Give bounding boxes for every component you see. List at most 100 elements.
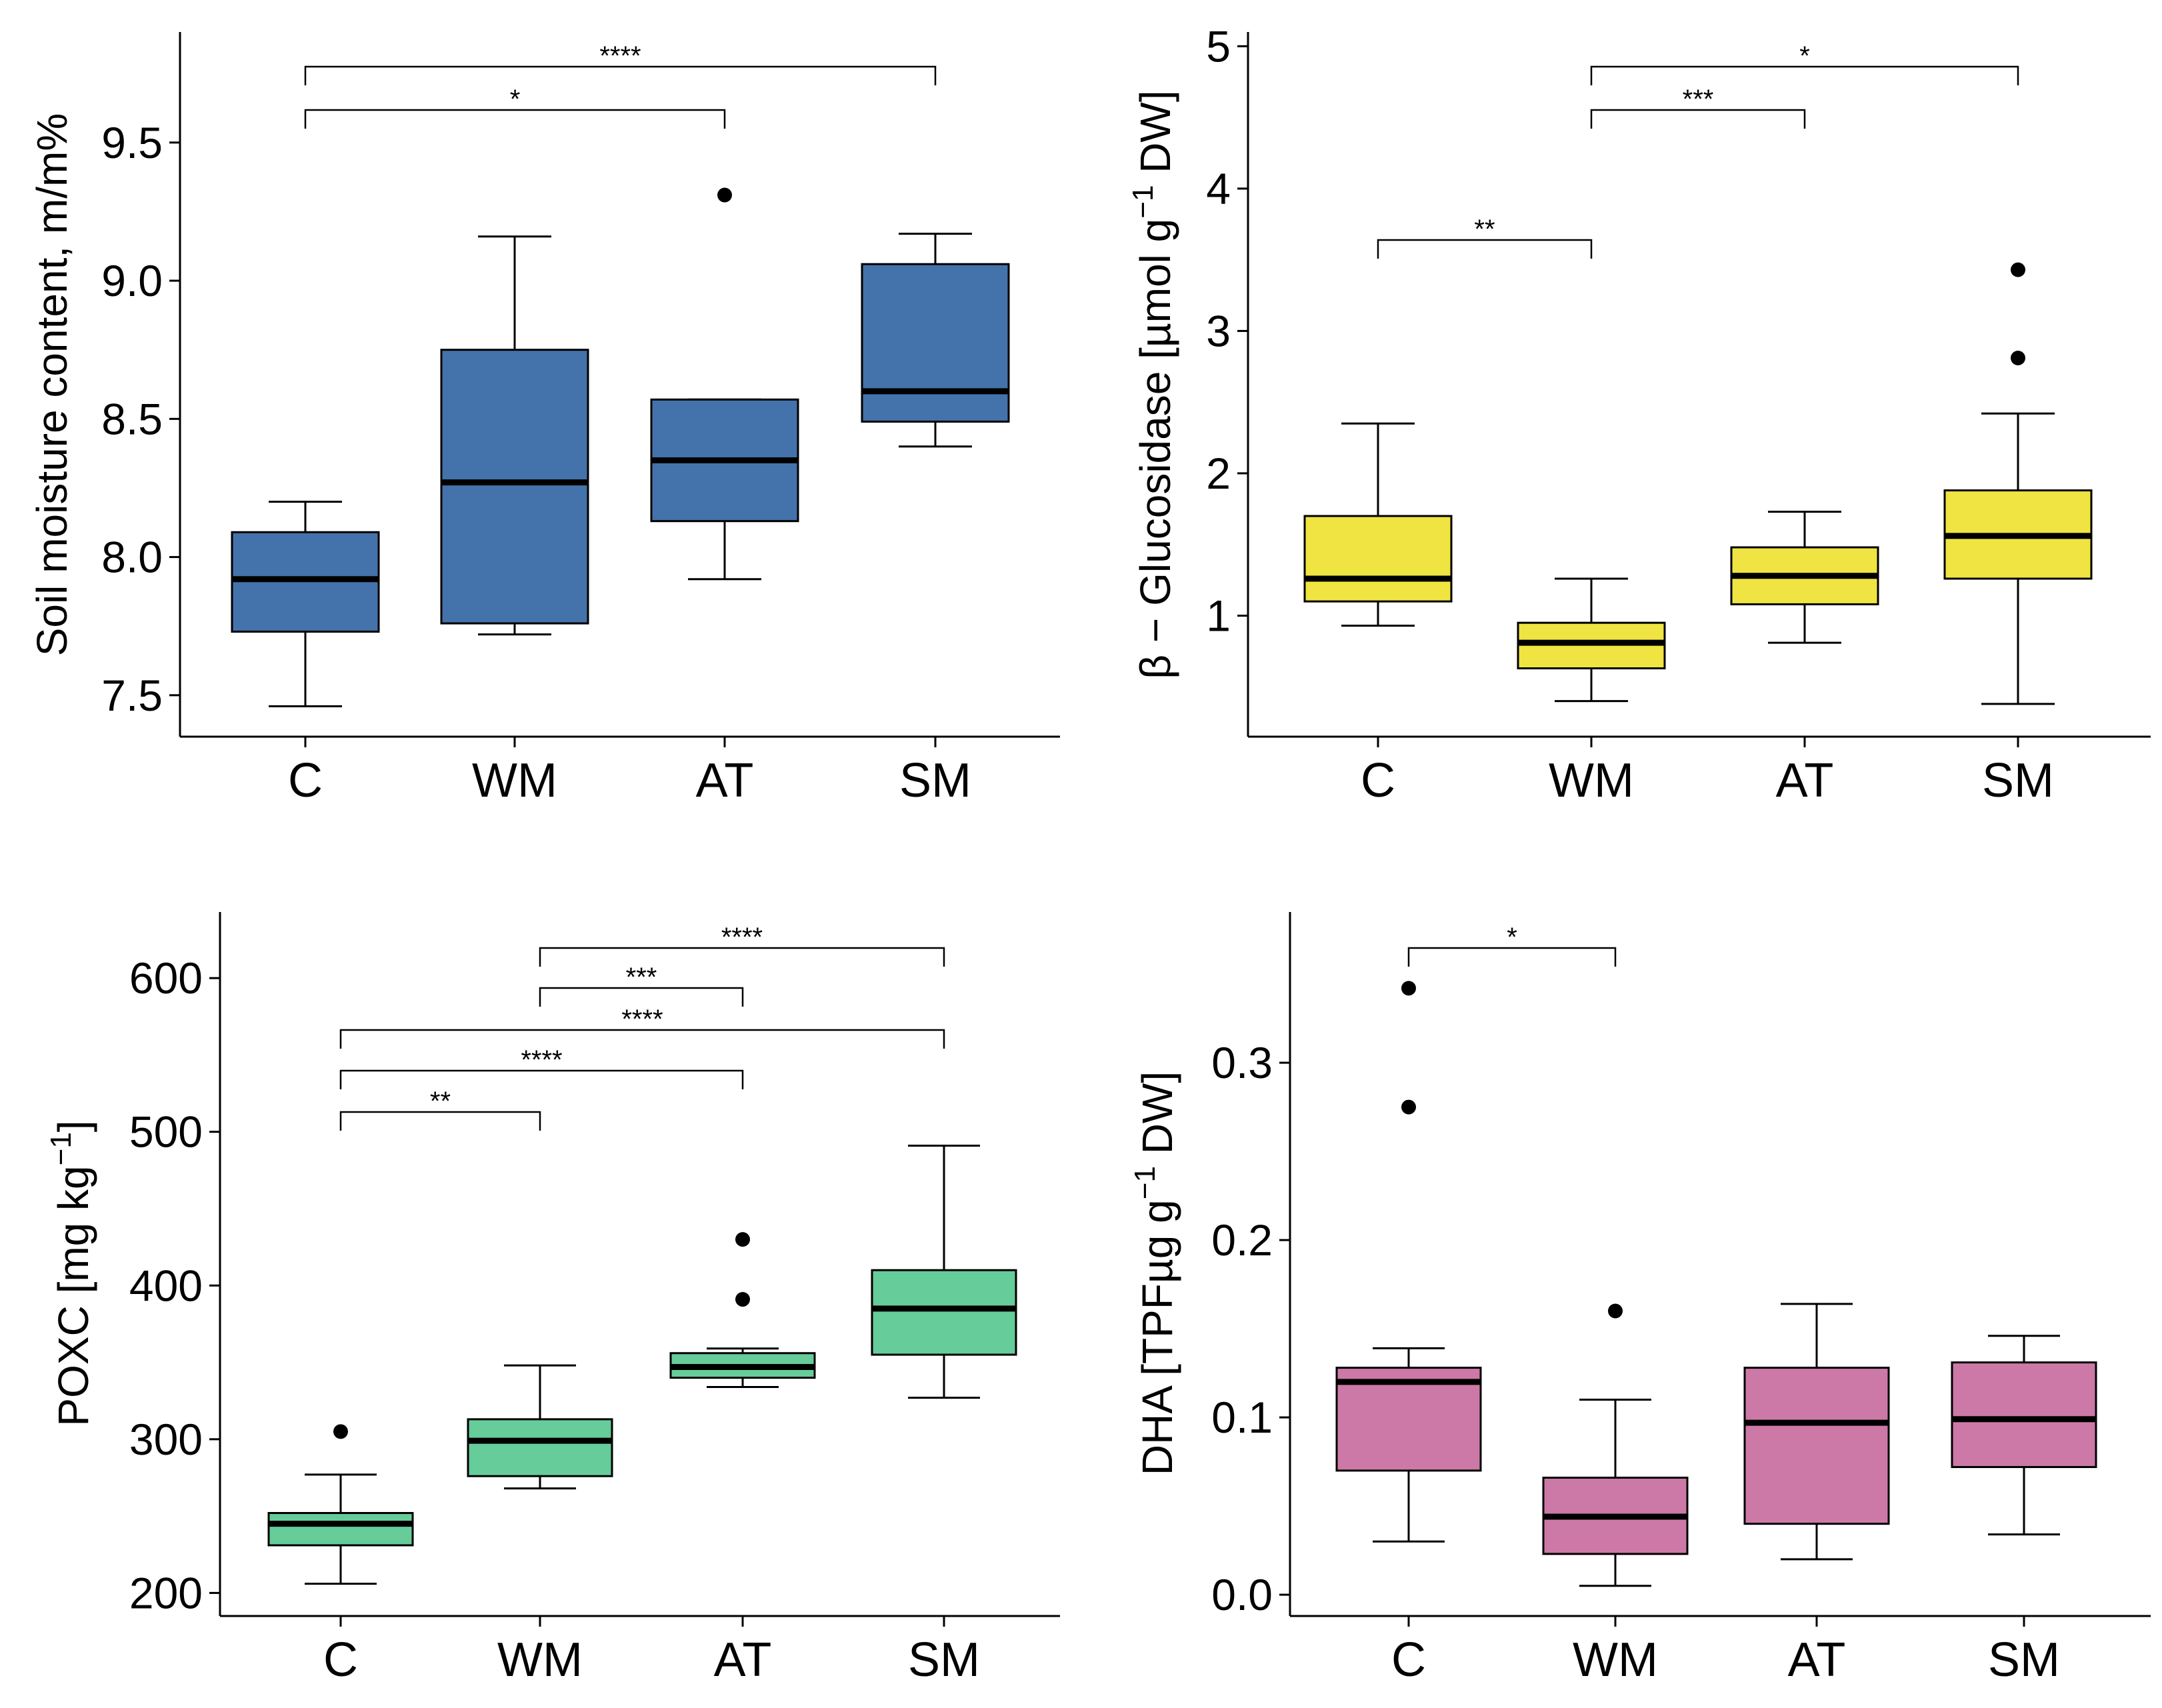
chart-panel-4: 0.0 0.1 0.2 0.3 C WM AT SM DHA [TPFµg g−1 DW] * bbox=[1129, 912, 2151, 1687]
significance-label: * bbox=[510, 85, 521, 114]
x-tick-label: SM bbox=[1982, 754, 2054, 807]
y-axis-label: DHA [TPFµg g−1 DW] bbox=[1129, 1071, 1181, 1475]
bracket-line bbox=[1590, 65, 2019, 85]
outlier-point bbox=[735, 1232, 750, 1247]
outlier-point bbox=[1608, 1303, 1623, 1319]
significance-label: *** bbox=[1683, 85, 1714, 114]
box-iqr bbox=[1303, 515, 1453, 603]
box-iqr bbox=[1743, 1367, 1890, 1525]
significance-bracket: **** bbox=[339, 1005, 945, 1049]
y-tick-label: 9.0 bbox=[101, 256, 163, 305]
x-tick-label: C bbox=[1361, 754, 1395, 807]
bracket-line bbox=[1377, 239, 1593, 259]
x-tick-label: AT bbox=[714, 1633, 772, 1687]
significance-label: **** bbox=[599, 41, 641, 71]
box-SM bbox=[1943, 262, 2093, 705]
bracket-line bbox=[539, 947, 945, 967]
y-tick-label: 3 bbox=[1206, 306, 1231, 355]
box-AT bbox=[650, 187, 799, 581]
y-tick-label: 8.5 bbox=[101, 394, 163, 443]
bracket-line bbox=[1590, 109, 1806, 129]
y-tick-label: 0.1 bbox=[1211, 1393, 1273, 1442]
y-axis-label: Soil moisture content, m/m% bbox=[28, 113, 76, 657]
y-axis-label-unit: ] bbox=[49, 1120, 97, 1132]
y-axis-label-exponent: −1 bbox=[1127, 185, 1159, 219]
significance-bracket: * bbox=[304, 85, 726, 129]
box-SM bbox=[871, 1144, 1017, 1399]
x-tick-label: WM bbox=[497, 1633, 583, 1687]
box-AT bbox=[669, 1232, 816, 1388]
bracket-line bbox=[339, 1029, 945, 1049]
significance-bracket: *** bbox=[539, 963, 744, 1007]
bracket-line bbox=[1407, 947, 1617, 967]
x-tick-label: WM bbox=[472, 754, 557, 807]
box-WM bbox=[467, 1364, 613, 1490]
y-axis-label-main: POXC [mg kg bbox=[49, 1165, 97, 1426]
significance-bracket: *** bbox=[1590, 85, 1806, 129]
box-WM bbox=[1542, 1303, 1689, 1587]
significance-bracket: * bbox=[1407, 923, 1617, 967]
outlier-point bbox=[1401, 1099, 1416, 1115]
y-axis-label-unit: DW] bbox=[1131, 90, 1179, 185]
y-tick-label: 600 bbox=[129, 953, 203, 1003]
significance-label: * bbox=[1507, 923, 1517, 952]
box-C bbox=[267, 1424, 414, 1585]
outlier-point bbox=[2011, 262, 2025, 277]
x-tick-label: SM bbox=[1988, 1633, 2060, 1687]
y-axis-label-main: DHA [TPFµg g bbox=[1133, 1199, 1181, 1475]
y-tick-label: 300 bbox=[129, 1415, 203, 1464]
significance-label: **** bbox=[721, 923, 763, 952]
significance-bracket: ** bbox=[339, 1087, 541, 1131]
box-iqr bbox=[467, 1418, 613, 1477]
box-iqr bbox=[871, 1269, 1017, 1356]
significance-label: *** bbox=[626, 963, 657, 992]
y-axis-label-exponent: −1 bbox=[1129, 1166, 1161, 1199]
y-tick-label: 8.0 bbox=[101, 533, 163, 582]
box-iqr bbox=[861, 263, 1010, 423]
y-tick-label: 0.3 bbox=[1211, 1038, 1273, 1087]
significance-bracket: **** bbox=[539, 923, 945, 967]
significance-label: ** bbox=[430, 1087, 451, 1116]
y-tick-label: 0.2 bbox=[1211, 1215, 1273, 1265]
x-tick-label: C bbox=[288, 754, 323, 807]
x-tick-label: SM bbox=[899, 754, 971, 807]
y-tick-label: 500 bbox=[129, 1107, 203, 1157]
y-tick-label: 2 bbox=[1206, 449, 1231, 498]
bracket-line bbox=[304, 65, 937, 85]
significance-label: **** bbox=[521, 1045, 562, 1075]
chart-panel-1: 7.5 8.0 8.5 9.0 9.5 C WM AT SM Soil moisture cont… bbox=[28, 32, 1060, 807]
bracket-line bbox=[539, 987, 744, 1007]
box-iqr bbox=[440, 349, 589, 625]
box-iqr bbox=[1951, 1361, 2097, 1469]
y-axis-label-exponent: −1 bbox=[45, 1132, 77, 1165]
x-tick-label: SM bbox=[908, 1633, 980, 1687]
y-tick-label: 400 bbox=[129, 1261, 203, 1310]
y-tick-label: 0.0 bbox=[1211, 1570, 1273, 1619]
significance-bracket: ** bbox=[1377, 215, 1593, 259]
significance-label: **** bbox=[621, 1005, 663, 1034]
chart-panel-2: 1 2 3 4 5 C WM AT SM β − Glucosidase [µmol g−1 DW… bbox=[1127, 21, 2151, 807]
x-tick-label: C bbox=[323, 1633, 358, 1687]
box-AT bbox=[1743, 1303, 1890, 1561]
y-tick-label: 200 bbox=[129, 1568, 203, 1617]
bracket-line bbox=[339, 1069, 744, 1089]
box-C bbox=[1303, 422, 1453, 627]
box-SM bbox=[1951, 1335, 2097, 1536]
y-axis-label: POXC [mg kg−1] bbox=[45, 1120, 97, 1426]
x-tick-label: AT bbox=[1776, 754, 1834, 807]
box-AT bbox=[1730, 511, 1879, 644]
outlier-point bbox=[717, 187, 732, 203]
y-tick-label: 1 bbox=[1206, 591, 1231, 640]
box-SM bbox=[861, 233, 1010, 448]
significance-label: * bbox=[1799, 41, 1810, 71]
y-axis-label-main: β − Glucosidase [µmol g bbox=[1131, 219, 1179, 679]
x-tick-label: AT bbox=[696, 754, 754, 807]
y-tick-label: 5 bbox=[1206, 21, 1231, 71]
x-tick-label: C bbox=[1391, 1633, 1426, 1687]
box-C bbox=[1335, 981, 1482, 1543]
significance-label: ** bbox=[1474, 215, 1495, 244]
significance-bracket: **** bbox=[339, 1045, 744, 1089]
y-tick-label: 4 bbox=[1206, 164, 1231, 213]
y-tick-label: 7.5 bbox=[101, 671, 163, 720]
